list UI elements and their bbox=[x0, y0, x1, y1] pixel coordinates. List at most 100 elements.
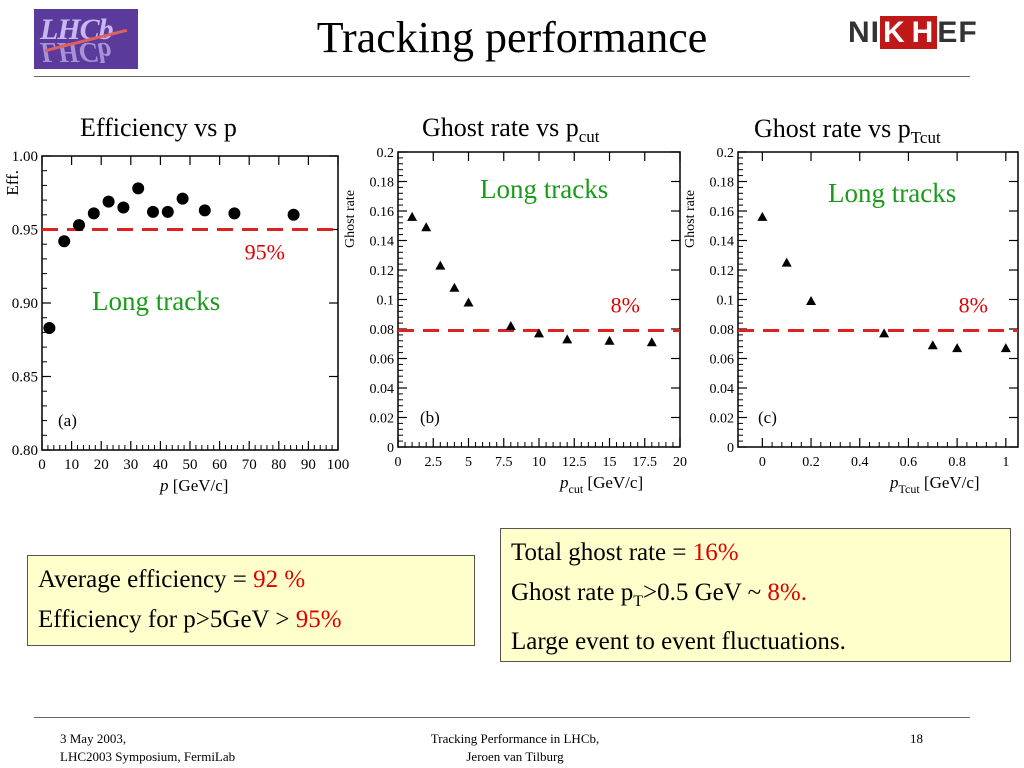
data-point bbox=[228, 207, 241, 220]
page-title: Tracking performance bbox=[316, 13, 708, 62]
y-tick-label: 0.85 bbox=[12, 370, 38, 386]
total-ghost-rate-line: Total ghost rate = 16% bbox=[511, 539, 739, 566]
long-tracks-annotation: Long tracks bbox=[480, 174, 608, 204]
data-point bbox=[646, 337, 657, 347]
reference-line-label: 8% bbox=[611, 292, 640, 317]
x-tick-label: 0 bbox=[395, 455, 402, 470]
y-tick-label: 0.12 bbox=[370, 264, 395, 279]
panel-label: (b) bbox=[420, 408, 440, 427]
data-point bbox=[1000, 343, 1011, 353]
y-tick-label: 0.18 bbox=[710, 176, 735, 191]
reference-line-label: 8% bbox=[959, 292, 988, 317]
ghost-rate-pcut-plot: 0 2.5 5 7.5 10 12.5 15 17.5 20 0 0.02 0.04 0.06 0.08 0… bbox=[343, 146, 687, 496]
x-axis-label: pcut [GeV/c] bbox=[559, 473, 643, 496]
data-point bbox=[102, 195, 115, 208]
data-point bbox=[449, 282, 460, 292]
y-tick-label: 0.80 bbox=[12, 443, 38, 459]
x-tick-label: 5 bbox=[465, 455, 472, 470]
data-point bbox=[43, 321, 56, 334]
data-point bbox=[757, 211, 768, 221]
efficiency-plot: 0 10 20 30 40 50 60 70 80 90 100 0.80 0.85 0.90 0.95 1.… bbox=[3, 149, 350, 495]
footer-date: 3 May 2003, bbox=[60, 731, 127, 746]
y-axis-label: Eff. bbox=[3, 170, 22, 196]
data-point bbox=[132, 182, 145, 195]
data-point bbox=[287, 208, 300, 221]
ghost-rate-summary-box: Total ghost rate = 16% Ghost rate pT>0.5… bbox=[500, 528, 1011, 662]
x-tick-label: 80 bbox=[271, 457, 286, 473]
data-point bbox=[58, 235, 71, 248]
data-point bbox=[927, 340, 938, 350]
footer-talk-title: Tracking Performance in LHCb, bbox=[430, 731, 600, 746]
y-tick-label: 0.08 bbox=[370, 323, 395, 338]
panel-c-title: Ghost rate vs pTcut bbox=[754, 114, 941, 148]
data-point bbox=[198, 204, 211, 217]
y-tick-label: 0.2 bbox=[717, 146, 735, 161]
y-tick-label: 0.12 bbox=[710, 264, 735, 279]
data-point bbox=[463, 297, 474, 307]
x-tick-label: 0 bbox=[759, 455, 766, 470]
page-number: 18 bbox=[910, 731, 923, 746]
x-tick-label: 0 bbox=[38, 457, 46, 473]
y-tick-label: 0.1 bbox=[377, 294, 395, 309]
panel-b-title: Ghost rate vs pcut bbox=[422, 113, 600, 147]
data-point bbox=[421, 222, 432, 232]
data-point bbox=[562, 334, 573, 344]
x-tick-label: 17.5 bbox=[633, 455, 658, 470]
y-tick-label: 0.06 bbox=[370, 353, 395, 368]
pt-ghost-rate-line: Ghost rate pT>0.5 GeV ~ 8%. bbox=[511, 579, 807, 610]
x-tick-label: 12.5 bbox=[562, 455, 587, 470]
x-tick-label: 15 bbox=[603, 455, 617, 470]
x-tick-label: 10 bbox=[64, 457, 79, 473]
efficiency-summary-box: Average efficiency = 92 % Efficiency for… bbox=[27, 555, 475, 646]
panel-label: (a) bbox=[58, 411, 77, 430]
y-tick-label: 0.04 bbox=[370, 382, 395, 397]
long-tracks-annotation: Long tracks bbox=[92, 286, 220, 316]
y-tick-label: 0.14 bbox=[710, 235, 735, 250]
nikhef-logo: NI K H EF bbox=[848, 16, 978, 62]
y-tick-label: 0.08 bbox=[710, 323, 735, 338]
y-tick-label: 0.95 bbox=[12, 223, 38, 239]
nikhef-logo-text: NI K H EF bbox=[848, 16, 978, 49]
avg-efficiency-line: Average efficiency = 92 % bbox=[38, 566, 306, 593]
x-axis-label: p [GeV/c] bbox=[159, 476, 228, 495]
x-tick-label: 90 bbox=[301, 457, 316, 473]
data-point bbox=[407, 211, 418, 221]
fluctuation-note-line: Large event to event fluctuations. bbox=[511, 628, 846, 655]
x-tick-label: 7.5 bbox=[495, 455, 513, 470]
data-point bbox=[806, 295, 817, 305]
ghost-rate-ptcut-plot: 0 0.2 0.4 0.6 0.8 1 0 0.02 0.04 0.06 0.08 0.1 0.12 0.… bbox=[683, 146, 1019, 496]
data-point bbox=[604, 335, 615, 345]
footer-venue: LHC2003 Symposium, FermiLab bbox=[60, 749, 236, 764]
footer-left: 3 May 2003, LHC2003 Symposium, FermiLab bbox=[60, 730, 235, 766]
panel-label: (c) bbox=[758, 408, 777, 427]
data-point bbox=[176, 192, 189, 205]
y-tick-label: 0 bbox=[727, 441, 734, 456]
footer-divider bbox=[34, 717, 970, 718]
y-tick-label: 1.00 bbox=[12, 149, 38, 165]
x-tick-label: 20 bbox=[673, 455, 687, 470]
x-tick-label: 0.6 bbox=[900, 455, 918, 470]
y-tick-label: 0.16 bbox=[710, 205, 735, 220]
data-point bbox=[952, 343, 963, 353]
data-point bbox=[147, 205, 159, 218]
x-tick-label: 100 bbox=[327, 457, 350, 473]
y-tick-label: 0.02 bbox=[710, 412, 735, 427]
x-tick-label: 40 bbox=[153, 457, 168, 473]
y-axis-label: Ghost rate bbox=[683, 190, 698, 248]
x-tick-label: 50 bbox=[183, 457, 198, 473]
reference-line-label: 95% bbox=[245, 240, 285, 265]
x-tick-label: 30 bbox=[123, 457, 138, 473]
data-point bbox=[73, 219, 85, 232]
footer-author: Jeroen van Tilburg bbox=[466, 749, 564, 764]
y-tick-label: 0.02 bbox=[370, 412, 395, 427]
y-tick-label: 0.90 bbox=[12, 296, 38, 312]
y-axis-label: Ghost rate bbox=[343, 190, 358, 248]
x-tick-label: 70 bbox=[242, 457, 257, 473]
x-tick-label: 0.8 bbox=[948, 455, 966, 470]
header-divider bbox=[34, 76, 970, 77]
y-tick-label: 0.14 bbox=[370, 235, 395, 250]
y-tick-label: 0.04 bbox=[710, 382, 735, 397]
lhcb-logo: LHCb LHCb bbox=[34, 9, 138, 69]
data-point bbox=[87, 207, 100, 220]
panel-a-title: Efficiency vs p bbox=[80, 113, 237, 142]
